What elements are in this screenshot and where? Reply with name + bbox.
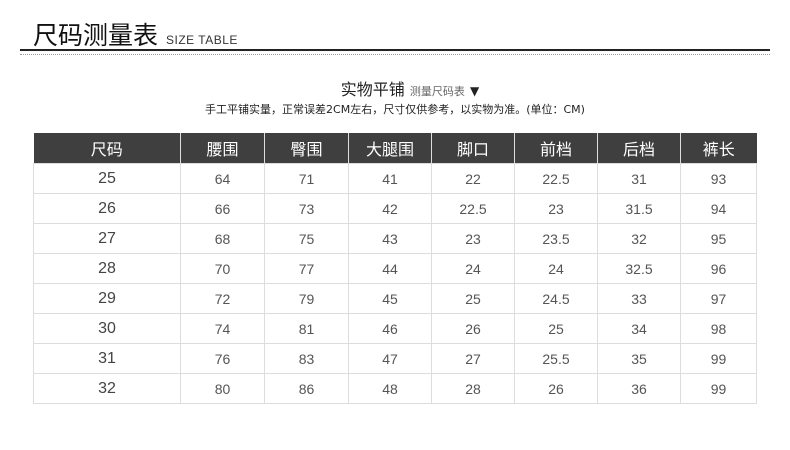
column-header: 裤长 xyxy=(680,133,757,164)
measurement-cell: 24 xyxy=(431,253,515,284)
column-header: 脚口 xyxy=(431,133,515,164)
measurement-cell: 42 xyxy=(348,193,432,224)
table-row: 27 68 75 43 23 23.5 32 95 xyxy=(33,223,757,254)
size-cell: 30 xyxy=(33,313,181,344)
measurement-cell: 45 xyxy=(348,283,432,314)
measurement-cell: 75 xyxy=(264,223,349,254)
measurement-cell: 28 xyxy=(431,373,515,404)
measurement-cell: 93 xyxy=(680,163,757,194)
triangle-down-icon: ▼ xyxy=(469,84,480,98)
measurement-cell: 34 xyxy=(597,313,681,344)
size-cell: 25 xyxy=(33,163,181,194)
table-header-row: 尺码 腰围 臀围 大腿围 脚口 前档 后档 裤长 xyxy=(33,133,757,164)
table-row: 28 70 77 44 24 24 32.5 96 xyxy=(33,253,757,284)
measurement-cell: 72 xyxy=(180,283,265,314)
measurement-cell: 22 xyxy=(431,163,515,194)
section-heading-small: 测量尺码表 xyxy=(409,85,465,98)
measurement-cell: 22.5 xyxy=(431,193,515,224)
measurement-cell: 73 xyxy=(264,193,349,224)
measurement-cell: 33 xyxy=(597,283,681,314)
measurement-cell: 77 xyxy=(264,253,349,284)
measurement-cell: 81 xyxy=(264,313,349,344)
measurement-cell: 98 xyxy=(680,313,757,344)
table-row: 25 64 71 41 22 22.5 31 93 xyxy=(33,163,757,194)
measurement-cell: 79 xyxy=(264,283,349,314)
measurement-cell: 31 xyxy=(597,163,681,194)
measurement-cell: 35 xyxy=(597,343,681,374)
measurement-note: 手工平铺实量，正常误差2CM左右，尺寸仅供参考，以实物为准。(单位：CM) xyxy=(205,103,585,116)
measurement-cell: 47 xyxy=(348,343,432,374)
dotted-divider xyxy=(20,54,770,55)
table-row: 26 66 73 42 22.5 23 31.5 94 xyxy=(33,193,757,224)
page-title: 尺码测量表 SIZE TABLE xyxy=(33,16,238,52)
title-cn: 尺码测量表 xyxy=(33,21,159,50)
measurement-cell: 26 xyxy=(514,373,598,404)
column-header: 尺码 xyxy=(33,133,181,164)
measurement-cell: 76 xyxy=(180,343,265,374)
measurement-cell: 32 xyxy=(597,223,681,254)
column-header: 后档 xyxy=(597,133,681,164)
measurement-cell: 74 xyxy=(180,313,265,344)
table-row: 31 76 83 47 27 25.5 35 99 xyxy=(33,343,757,374)
measurement-cell: 64 xyxy=(180,163,265,194)
measurement-cell: 27 xyxy=(431,343,515,374)
size-cell: 28 xyxy=(33,253,181,284)
table-row: 32 80 86 48 28 26 36 99 xyxy=(33,373,757,404)
section-heading: 实物平铺 测量尺码表 ▼ xyxy=(0,76,790,100)
measurement-cell: 95 xyxy=(680,223,757,254)
size-table: 尺码 腰围 臀围 大腿围 脚口 前档 后档 裤长 25 64 71 41 22 22.5 31 93 26 66… xyxy=(33,133,757,404)
measurement-cell: 23 xyxy=(431,223,515,254)
measurement-cell: 70 xyxy=(180,253,265,284)
measurement-cell: 23.5 xyxy=(514,223,598,254)
measurement-cell: 96 xyxy=(680,253,757,284)
measurement-cell: 23 xyxy=(514,193,598,224)
measurement-cell: 32.5 xyxy=(597,253,681,284)
size-cell: 31 xyxy=(33,343,181,374)
size-cell: 26 xyxy=(33,193,181,224)
measurement-cell: 99 xyxy=(680,343,757,374)
table-row: 29 72 79 45 25 24.5 33 97 xyxy=(33,283,757,314)
measurement-cell: 25 xyxy=(514,313,598,344)
measurement-cell: 24 xyxy=(514,253,598,284)
measurement-cell: 80 xyxy=(180,373,265,404)
column-header: 臀围 xyxy=(264,133,349,164)
column-header: 大腿围 xyxy=(348,133,432,164)
measurement-cell: 43 xyxy=(348,223,432,254)
measurement-cell: 97 xyxy=(680,283,757,314)
measurement-cell: 71 xyxy=(264,163,349,194)
measurement-cell: 83 xyxy=(264,343,349,374)
table-row: 30 74 81 46 26 25 34 98 xyxy=(33,313,757,344)
measurement-cell: 99 xyxy=(680,373,757,404)
measurement-cell: 68 xyxy=(180,223,265,254)
title-en: SIZE TABLE xyxy=(166,33,238,47)
measurement-cell: 46 xyxy=(348,313,432,344)
measurement-cell: 41 xyxy=(348,163,432,194)
measurement-cell: 24.5 xyxy=(514,283,598,314)
measurement-cell: 36 xyxy=(597,373,681,404)
size-cell: 32 xyxy=(33,373,181,404)
size-cell: 29 xyxy=(33,283,181,314)
measurement-cell: 25 xyxy=(431,283,515,314)
measurement-cell: 44 xyxy=(348,253,432,284)
measurement-cell: 86 xyxy=(264,373,349,404)
measurement-cell: 25.5 xyxy=(514,343,598,374)
measurement-cell: 26 xyxy=(431,313,515,344)
measurement-cell: 94 xyxy=(680,193,757,224)
measurement-cell: 22.5 xyxy=(514,163,598,194)
measurement-cell: 31.5 xyxy=(597,193,681,224)
size-cell: 27 xyxy=(33,223,181,254)
measurement-cell: 48 xyxy=(348,373,432,404)
section-heading-main: 实物平铺 xyxy=(340,80,405,99)
column-header: 腰围 xyxy=(180,133,265,164)
measurement-cell: 66 xyxy=(180,193,265,224)
title-divider xyxy=(20,49,770,51)
column-header: 前档 xyxy=(514,133,598,164)
